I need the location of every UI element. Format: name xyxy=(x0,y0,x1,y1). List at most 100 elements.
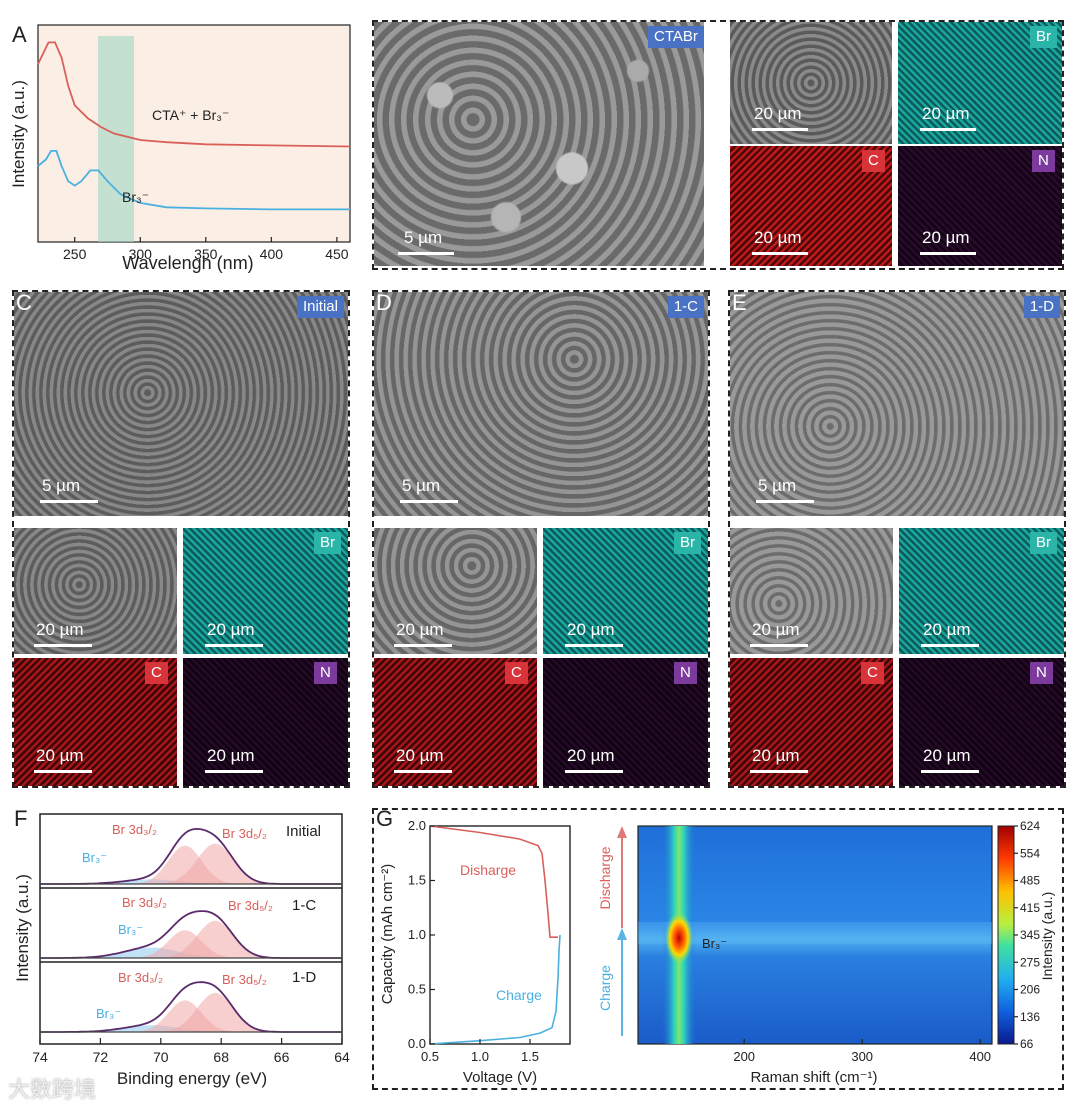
x-axis-label: Wavelengh (nm) xyxy=(122,253,253,273)
scale-bar xyxy=(565,644,623,647)
scale-bar xyxy=(400,500,458,503)
scale-bar-label: 20 µm xyxy=(754,104,802,123)
scale-bar xyxy=(398,252,454,255)
scale-bar xyxy=(750,770,808,773)
arrow-label-charge: Charge xyxy=(597,965,613,1011)
series-label-charge: Charge xyxy=(496,987,542,1003)
sem-image-ctabr xyxy=(374,22,704,266)
series-label-discharge: Disharge xyxy=(460,862,516,878)
x-tick-label: 68 xyxy=(213,1049,229,1065)
scale-bar-label: 20 µm xyxy=(922,228,970,247)
tag-c: C xyxy=(862,150,885,172)
fit-peak-3d52 xyxy=(40,843,342,884)
watermark: 大数跨境 xyxy=(8,1078,97,1103)
y-axis-label: Intensity (a.u.) xyxy=(9,80,28,188)
row-label-1c: 1-C xyxy=(292,897,316,914)
x-tick-label: 72 xyxy=(93,1049,109,1065)
peak-label: Br₃⁻ xyxy=(118,922,143,937)
peak-label: Br 3d₃/₂ xyxy=(118,970,163,985)
sem-image-small xyxy=(730,528,893,654)
panel-a-letter: A xyxy=(12,22,27,47)
sem-image-c xyxy=(14,292,348,516)
tag-br: Br xyxy=(314,532,341,554)
y-tick-label: 1.5 xyxy=(408,873,426,888)
panel-d-letter: D xyxy=(376,290,392,315)
x-axis-label: Raman shift (cm⁻¹) xyxy=(750,1069,877,1086)
scale-bar-label: 20 µm xyxy=(36,746,84,765)
tag-c: Initial xyxy=(296,296,344,318)
row-label-initial: Initial xyxy=(286,823,321,840)
x-tick-label: 1.5 xyxy=(521,1049,539,1064)
series-line-charge xyxy=(429,934,561,1045)
colorbar-tick-label: 485 xyxy=(1020,874,1040,888)
scale-bar-label: 20 µm xyxy=(567,620,615,639)
sem-image-small xyxy=(14,528,177,654)
panel-e-frame xyxy=(728,290,1066,788)
tag-n: N xyxy=(1032,150,1055,172)
x-axis-label: Binding energy (eV) xyxy=(117,1069,267,1088)
scale-bar xyxy=(752,252,808,255)
x-tick-label: 350 xyxy=(194,246,218,262)
scale-bar-label: 20 µm xyxy=(923,746,971,765)
scale-bar-label: 20 µm xyxy=(752,620,800,639)
scale-bar-label: 20 µm xyxy=(36,620,84,639)
fit-peak-br3 xyxy=(40,1025,342,1032)
series-line-discharge xyxy=(429,825,558,938)
colorbar-tick-label: 206 xyxy=(1020,983,1040,997)
series-line-cta xyxy=(37,41,351,148)
scale-bar-label: 20 µm xyxy=(207,746,255,765)
x-tick-label: 0.5 xyxy=(421,1049,439,1064)
scale-bar xyxy=(205,770,263,773)
tag-e: 1-D xyxy=(1023,296,1060,318)
tag-br: Br xyxy=(1030,532,1057,554)
fit-peak-br3 xyxy=(40,947,342,958)
fit-peak-3d32 xyxy=(40,845,342,884)
panel-g-chart: Disharge Charge 0.5 1.0 1.50.00.51.01.52.0… xyxy=(379,818,1055,1086)
panel-f-letter: F xyxy=(14,806,28,831)
peak-label: Br 3d₃/₂ xyxy=(122,895,167,910)
x-tick-label: 74 xyxy=(32,1049,48,1065)
colorbar-tick-label: 136 xyxy=(1020,1010,1040,1024)
colorbar-tick-label: 275 xyxy=(1020,955,1040,969)
scale-bar xyxy=(394,644,452,647)
scale-bar xyxy=(34,644,92,647)
scale-bar xyxy=(752,128,808,131)
series-line-br3 xyxy=(37,150,350,211)
scale-bar xyxy=(565,770,623,773)
scale-bar-label: 5 µm xyxy=(404,228,443,247)
sem-image-e xyxy=(730,292,1064,516)
x-tick-label: 1.0 xyxy=(471,1049,489,1064)
colorbar-tick-label: 624 xyxy=(1020,819,1040,833)
panel-g-frame xyxy=(372,808,1064,1090)
colorbar xyxy=(997,825,1015,1045)
y-axis-label: Capacity (mAh cm⁻²) xyxy=(379,864,396,1004)
peak-label: Br 3d₃/₂ xyxy=(112,822,157,837)
panel-b-frame xyxy=(372,20,1064,270)
tag-br: Br xyxy=(1030,26,1057,48)
scale-bar xyxy=(756,500,814,503)
scale-bar-label: 20 µm xyxy=(754,228,802,247)
scale-bar xyxy=(205,644,263,647)
tag-d: 1-C xyxy=(667,296,704,318)
panel-c-letter: C xyxy=(16,290,32,315)
tag-br: Br xyxy=(674,532,701,554)
tag-c: C xyxy=(145,662,168,684)
peak-label: Br₃⁻ xyxy=(96,1006,121,1021)
scale-bar-label: 5 µm xyxy=(42,476,81,495)
x-tick-label: 400 xyxy=(969,1049,991,1064)
scale-bar xyxy=(920,252,976,255)
panel-c-frame xyxy=(12,290,350,788)
tag-ctabr: CTABr xyxy=(648,26,704,48)
map-n xyxy=(899,658,1064,786)
scale-bar-label: 20 µm xyxy=(923,620,971,639)
x-tick-label: 70 xyxy=(153,1049,169,1065)
colorbar-tick-label: 415 xyxy=(1020,901,1040,915)
scale-bar-label: 20 µm xyxy=(396,620,444,639)
scale-bar-label: 20 µm xyxy=(207,620,255,639)
sem-image-small xyxy=(730,22,892,144)
panel-g-letter: G xyxy=(376,806,394,831)
colorbar-tick-label: 345 xyxy=(1020,928,1040,942)
tag-n: N xyxy=(314,662,337,684)
map-c xyxy=(730,658,893,786)
scale-bar-label: 5 µm xyxy=(402,476,441,495)
